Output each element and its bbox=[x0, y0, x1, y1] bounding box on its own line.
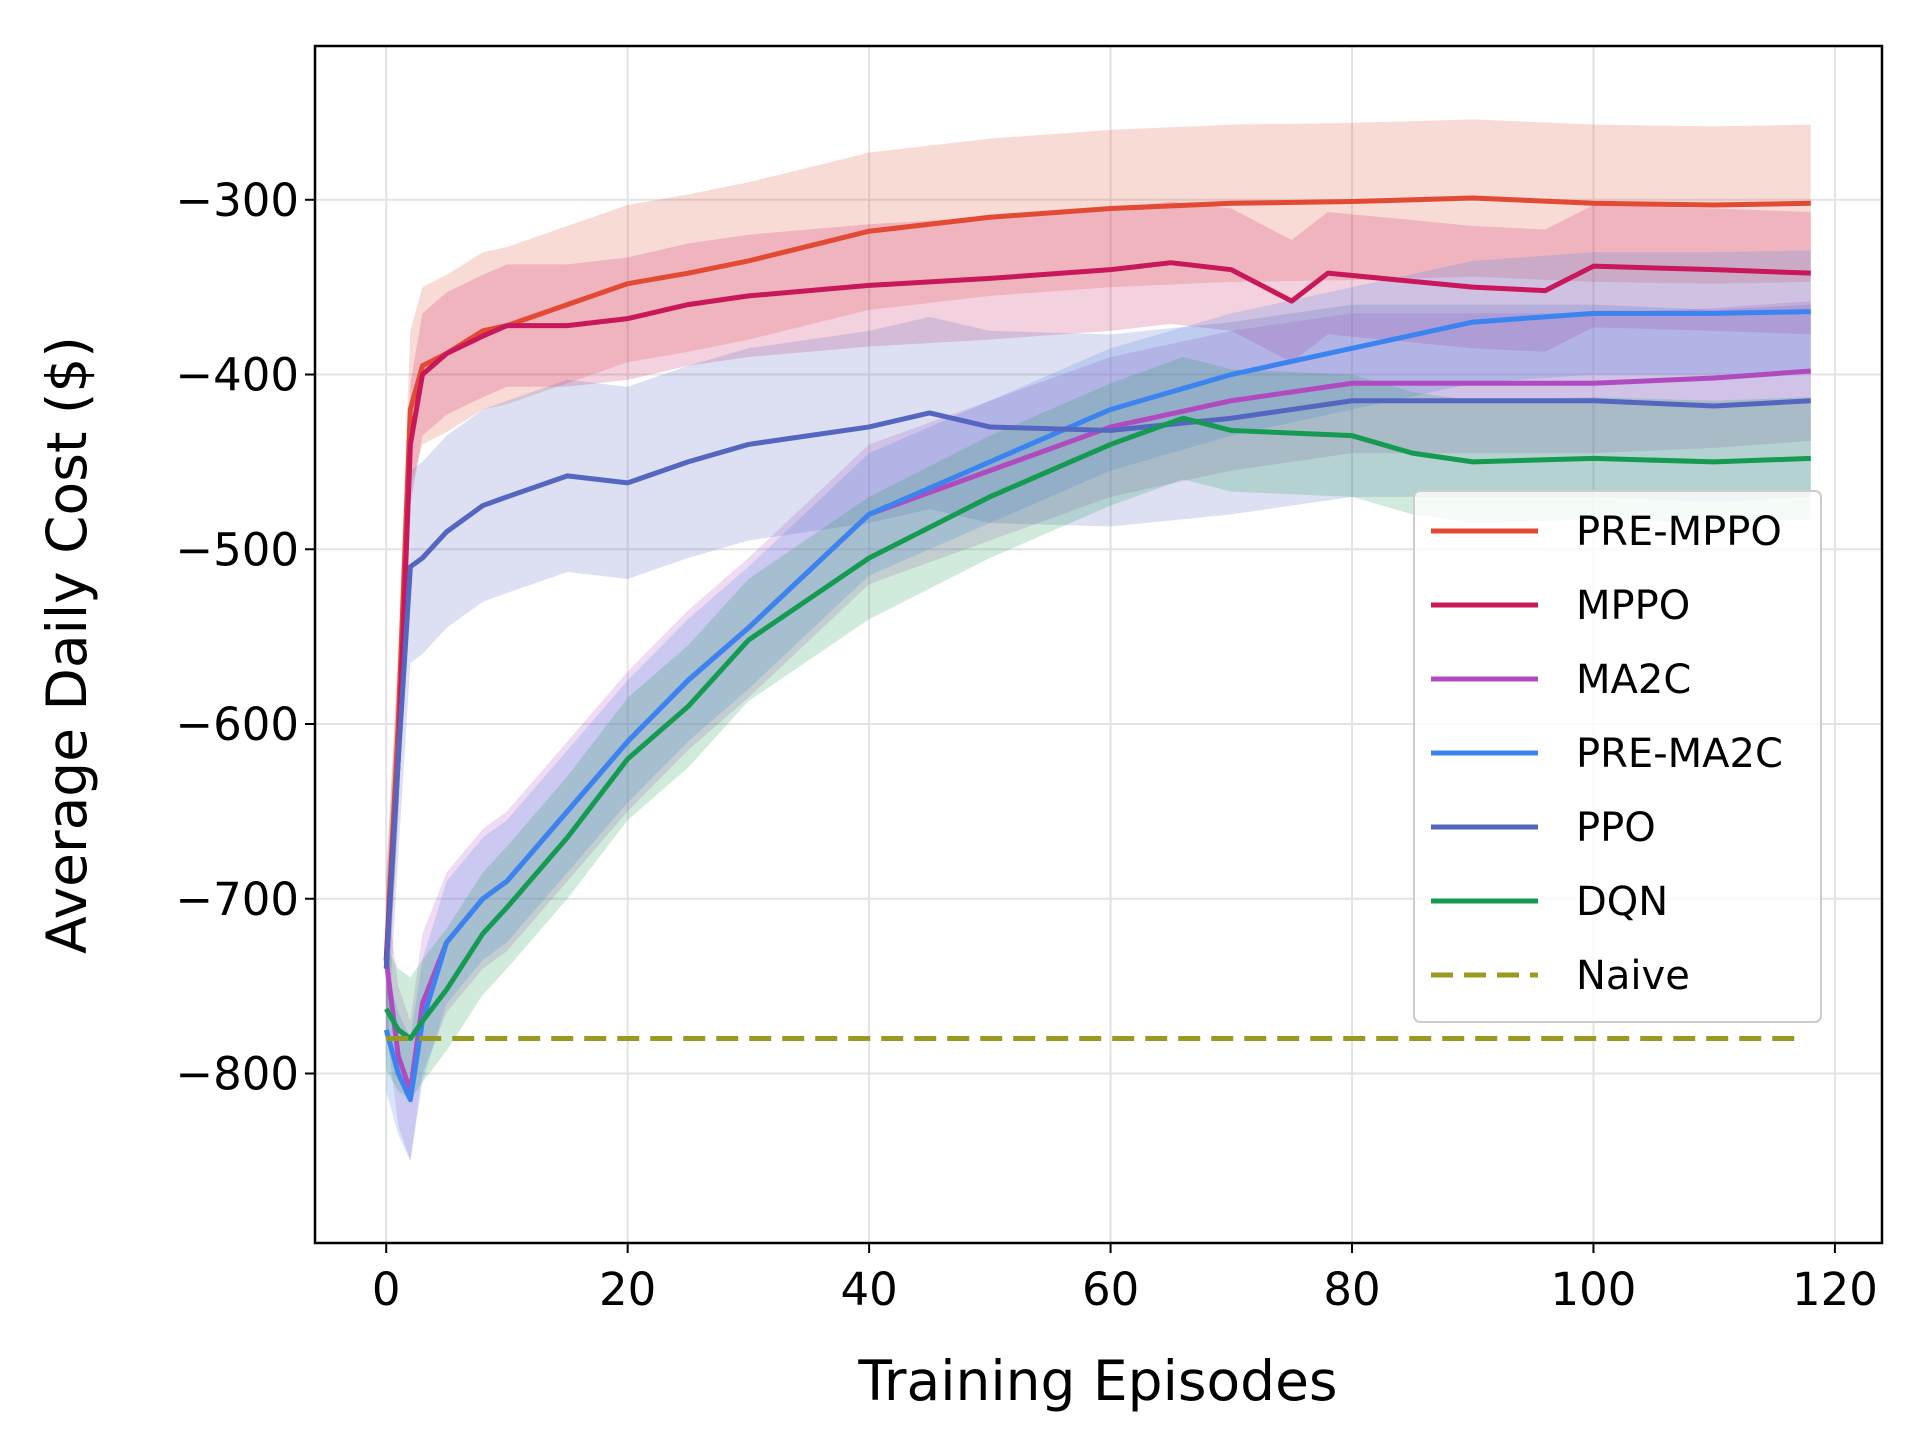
legend-label-ma2c: MA2C bbox=[1576, 657, 1691, 703]
legend-frame bbox=[1413, 490, 1822, 1023]
line-mppo bbox=[383, 260, 1811, 961]
x-axis: 0 20 40 60 80 100 120 bbox=[372, 1243, 1878, 1316]
x-axis-label: Training Episodes bbox=[857, 1349, 1337, 1413]
y-tick-label: −500 bbox=[175, 523, 299, 576]
legend-label-naive: Naive bbox=[1576, 953, 1690, 999]
y-tick-label: −400 bbox=[175, 349, 299, 402]
y-tick-label: −800 bbox=[175, 1047, 299, 1100]
series-lines bbox=[383, 195, 1811, 1103]
legend-label-pre-mppo: PRE-MPPO bbox=[1576, 509, 1782, 555]
x-tick-label: 40 bbox=[840, 1263, 897, 1316]
line-pre-mppo bbox=[383, 195, 1811, 961]
y-tick-label: −700 bbox=[175, 873, 299, 926]
y-axis: −800 −700 −600 −500 −400 −300 bbox=[175, 174, 315, 1100]
x-tick-label: 100 bbox=[1551, 1263, 1637, 1316]
y-tick-label: −600 bbox=[175, 698, 299, 751]
band-ma2c bbox=[386, 301, 1811, 1161]
band-pre-mppo bbox=[386, 119, 1811, 1039]
x-tick-label: 120 bbox=[1792, 1263, 1878, 1316]
band-dqn bbox=[386, 357, 1811, 1100]
legend-label-mppo: MPPO bbox=[1576, 583, 1690, 629]
legend-label-dqn: DQN bbox=[1576, 879, 1668, 925]
legend: PRE-MPPO MPPO MA2C PRE-MA2C PPO DQN Naive bbox=[1413, 490, 1822, 1023]
x-tick-label: 0 bbox=[372, 1263, 401, 1316]
line-dqn bbox=[384, 415, 1811, 1042]
legend-label-pre-ma2c: PRE-MA2C bbox=[1576, 731, 1783, 777]
band-mppo bbox=[386, 201, 1811, 1022]
legend-label-ppo: PPO bbox=[1576, 805, 1656, 851]
x-tick-label: 20 bbox=[599, 1263, 656, 1316]
y-tick-label: −300 bbox=[175, 174, 299, 227]
plot-frame bbox=[313, 44, 1884, 1245]
y-axis-label: Average Daily Cost ($) bbox=[35, 336, 99, 954]
x-tick-label: 60 bbox=[1082, 1263, 1139, 1316]
x-tick-label: 80 bbox=[1323, 1263, 1380, 1316]
line-pre-ma2c bbox=[383, 309, 1811, 1103]
line-ppo bbox=[383, 398, 1811, 969]
